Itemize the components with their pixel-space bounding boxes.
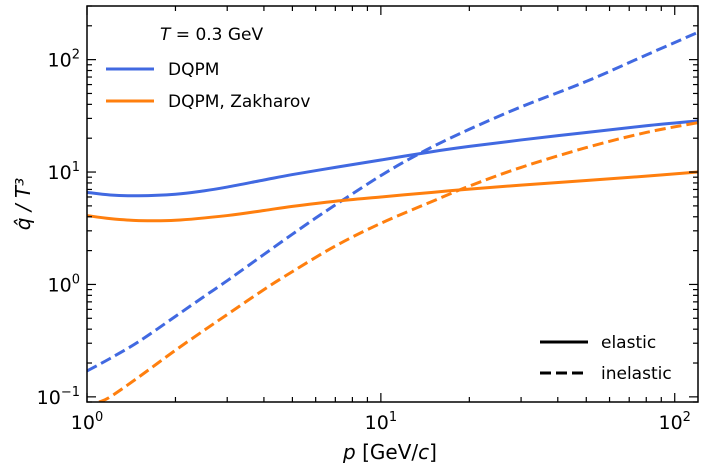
x-tick-label: 102 xyxy=(658,410,690,434)
series-dqpm-zakharov-elastic xyxy=(87,170,698,223)
series-dqpm-elastic xyxy=(87,119,698,198)
x-axis-title: p [GeV/c] xyxy=(342,440,437,464)
legend-models: DQPM DQPM, Zakharov xyxy=(106,60,310,112)
x-tick-label: 100 xyxy=(71,410,103,434)
legend-styles: elastic inelastic xyxy=(540,333,672,384)
temperature-annotation: T = 0.3 GeV xyxy=(160,25,264,45)
y-tick-label: 102 xyxy=(48,48,80,72)
x-tick-label: 101 xyxy=(365,410,397,434)
series-dqpm-inelastic xyxy=(87,30,698,373)
x-tick-labels: 100 101 102 xyxy=(71,410,691,434)
legend-label-elastic: elastic xyxy=(601,333,656,353)
legend-label-dqpm: DQPM xyxy=(168,60,219,80)
ticks-layer xyxy=(86,5,698,403)
legend-label-inelastic: inelastic xyxy=(601,364,672,384)
plot-frame xyxy=(86,5,699,403)
y-axis-title: q̂ / T³ xyxy=(11,178,35,230)
y-tick-label: 100 xyxy=(48,272,80,296)
y-tick-labels: 10−1 100 101 102 xyxy=(37,48,80,409)
series-dqpm-zakharov-inelastic xyxy=(98,121,698,402)
y-tick-label: 10−1 xyxy=(37,385,80,409)
y-tick-label: 101 xyxy=(48,160,80,184)
series-layer xyxy=(87,30,698,402)
legend-label-zakharov: DQPM, Zakharov xyxy=(168,92,310,112)
